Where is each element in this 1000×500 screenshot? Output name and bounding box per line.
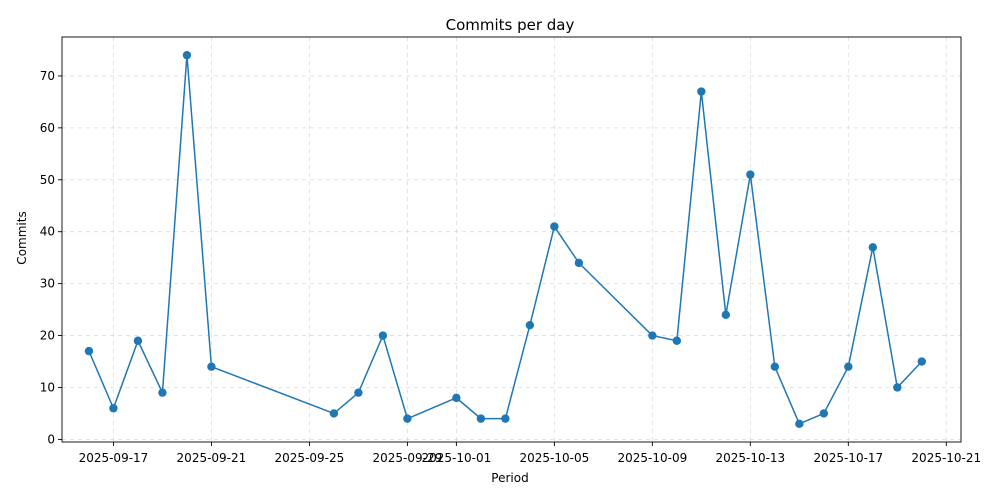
y-tick-label: 10 [40,380,55,394]
data-point [795,419,804,429]
y-tick-label: 20 [40,329,55,343]
data-point [770,362,780,371]
data-point [721,310,731,319]
x-tick-label: 2025-10-13 [715,451,785,465]
y-tick-label: 60 [40,121,55,135]
y-tick-label: 40 [40,225,55,239]
y-axis-label: Commits [15,211,29,264]
data-point [574,258,584,268]
data-point [109,404,118,413]
data-point [844,362,853,371]
data-layer [84,50,927,429]
data-point [329,409,339,418]
x-tick-label: 2025-09-21 [177,451,247,465]
grid-layer [62,37,961,442]
x-tick-label: 2025-09-29 [373,451,443,465]
x-tick-label: 2025-10-21 [911,451,981,465]
data-point [207,362,216,371]
data-point [133,336,143,345]
y-tick-label: 30 [40,277,55,291]
data-point [819,409,829,418]
x-tick-label: 2025-10-09 [617,451,687,465]
data-point [84,346,94,356]
data-point [158,388,167,397]
plot-frame [61,36,962,443]
data-point [525,320,535,330]
y-tick-label: 0 [47,432,55,446]
x-tick-label: 2025-10-01 [422,451,492,465]
data-point [476,414,486,423]
y-tick-label: 70 [40,69,55,83]
data-point [917,357,927,366]
x-tick-label: 2025-09-17 [79,451,149,465]
data-point [403,414,412,423]
data-point [452,393,461,403]
data-point [501,414,510,423]
x-axis-label: Period [491,471,528,485]
data-point [648,331,657,340]
data-point [550,222,559,231]
x-tick-label: 2025-10-05 [519,451,589,465]
y-tick-label: 50 [40,173,55,187]
x-tick-label: 2025-09-25 [275,451,345,465]
data-point [697,87,706,96]
data-point [893,383,902,392]
data-point [182,50,192,60]
data-point [868,243,878,252]
tick-layer: 0 10 20 30 40 50 60 70 2025-09-17 2025-09-21 2025-… [40,69,981,465]
data-point [672,336,682,345]
data-point [378,331,388,340]
x-tick-label: 2025-10-17 [813,451,883,465]
data-point [746,170,755,179]
series-line [88,54,923,425]
chart-title: Commits per day [446,16,575,34]
data-point [354,388,363,397]
